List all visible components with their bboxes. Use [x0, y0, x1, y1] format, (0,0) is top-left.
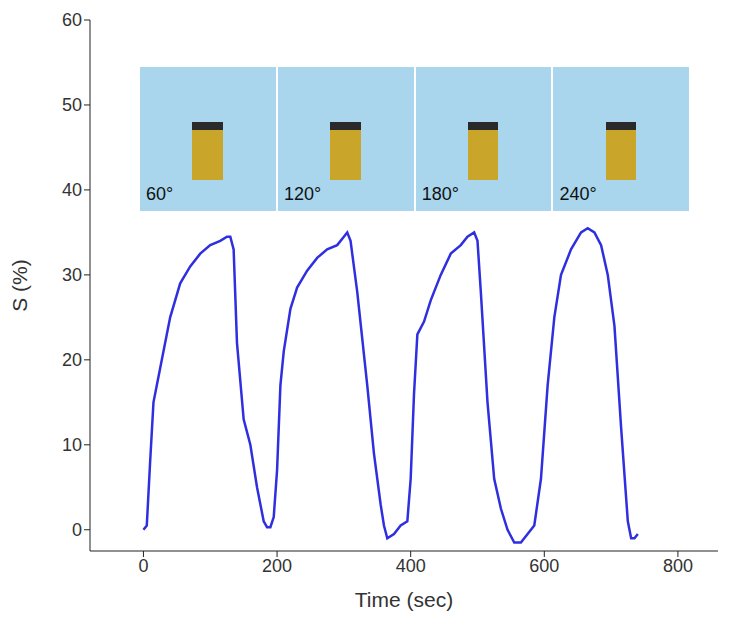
svg-text:60: 60	[62, 10, 82, 30]
svg-text:200: 200	[262, 556, 292, 576]
svg-text:0: 0	[72, 520, 82, 540]
svg-text:0: 0	[138, 556, 148, 576]
html-text:240°: 240°	[559, 184, 597, 205]
html-text:60°: 60°	[146, 184, 174, 205]
html-text:120°: 120°	[283, 184, 322, 205]
svg-text:Time (sec): Time (sec)	[355, 588, 453, 611]
svg-text:S (%): S (%)	[8, 259, 31, 312]
svg-text:50: 50	[62, 95, 82, 115]
svg-text:30: 30	[62, 265, 82, 285]
svg-text:600: 600	[529, 556, 559, 576]
svg-text:10: 10	[62, 435, 82, 455]
svg-text:20: 20	[62, 350, 82, 370]
svg-text:800: 800	[663, 556, 693, 576]
svg-text:400: 400	[396, 556, 426, 576]
svg-text:40: 40	[62, 180, 82, 200]
html-text:180°: 180°	[421, 184, 459, 205]
